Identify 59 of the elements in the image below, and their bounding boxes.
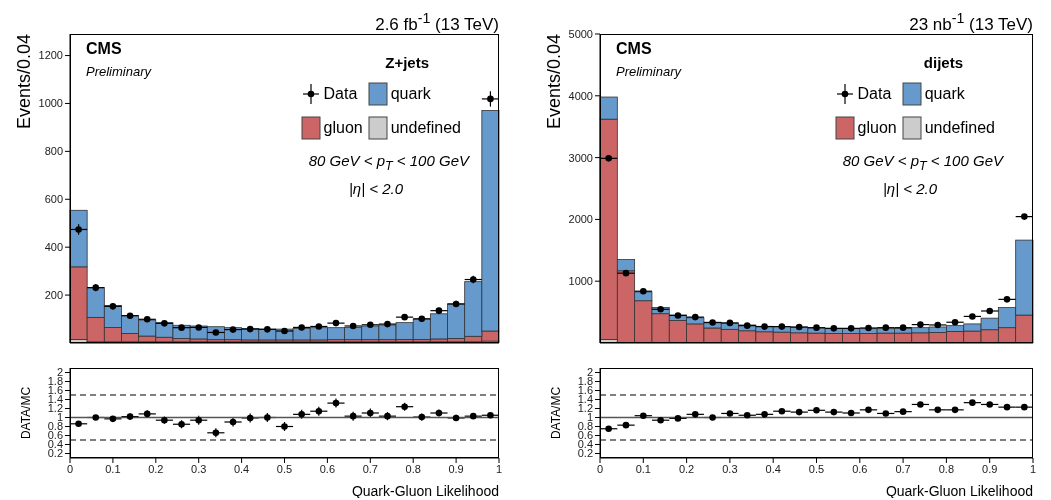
x-tick-label: 0.2 [148, 462, 164, 475]
legend-label: undefined [924, 119, 995, 137]
y-axis-title: Events/0.04 [544, 34, 564, 130]
y-axis-title: Events/0.04 [14, 34, 34, 130]
x-tick-label: 0.4 [233, 462, 250, 475]
legend-label: gluon [857, 119, 897, 137]
y-tick-label: 200 [44, 289, 63, 301]
legend-label: quark [924, 85, 965, 103]
x-tick-label: 0.5 [276, 462, 293, 475]
x-tick-label: 0.6 [319, 462, 336, 475]
legend-label: quark [390, 85, 431, 103]
y-tick-label: 1000 [568, 275, 593, 288]
x-tick-label: 0.7 [895, 462, 911, 475]
x-axis-title: Quark-Gluon Likelihood [351, 483, 499, 499]
x-tick-label: 0.3 [722, 462, 738, 475]
y-tick-label: 400 [44, 241, 63, 254]
x-tick-label: 0.1 [635, 462, 651, 475]
annotation: |η| < 2.0 [348, 180, 403, 197]
x-tick-label: 0.8 [938, 462, 955, 475]
y-tick-label: 4000 [568, 89, 593, 102]
y-axis-title: DATA/MC [549, 386, 563, 440]
legend-label: undefined [390, 119, 461, 137]
x-tick-label: 0.5 [808, 462, 825, 475]
x-tick-label: 0.6 [852, 462, 868, 475]
x-axis-title: Quark-Gluon Likelihood [885, 483, 1033, 499]
legend-label: Data [857, 85, 892, 103]
x-tick-label: 0.9 [448, 462, 464, 475]
x-tick-label: 0.3 [191, 462, 207, 475]
x-tick-label: 0 [596, 462, 604, 475]
y-tick-label: 5000 [568, 27, 593, 40]
annotation: Z+jets [385, 54, 429, 71]
x-tick-label: 0.2 [678, 462, 695, 475]
legend-label: Data [323, 85, 358, 103]
y-tick-label: 3000 [568, 151, 593, 164]
y-tick-label: 2000 [568, 213, 593, 226]
annotation: dijets [923, 54, 963, 71]
chart-title: 2.6 fb$^{-1}$ (13 TeV) [375, 10, 499, 35]
annotation: Preliminary [86, 64, 152, 79]
legend-label: gluon [323, 119, 363, 137]
y-axis-title: DATA/MC [19, 386, 33, 440]
annotation: |η| < 2.0 [882, 180, 937, 197]
annotation: CMS [86, 40, 122, 58]
y-tick-label: 1000 [38, 97, 63, 110]
x-tick-label: 1 [1029, 462, 1037, 475]
annotation: CMS [616, 40, 652, 58]
annotation: 80 GeV < p$_{T}$ < 100 GeV [308, 152, 469, 173]
x-tick-label: 0.7 [362, 462, 378, 475]
y-tick-label: 800 [44, 145, 63, 158]
x-tick-label: 0.1 [105, 462, 121, 475]
y-tick-label: 600 [44, 193, 63, 206]
x-tick-label: 0.8 [405, 462, 421, 475]
annotation: 80 GeV < p$_{T}$ < 100 GeV [842, 152, 1003, 173]
chart-title: 23 nb$^{-1}$ (13 TeV) [909, 10, 1033, 35]
x-tick-label: 0.4 [765, 462, 781, 475]
x-tick-label: 0.9 [982, 462, 998, 475]
x-tick-label: 0 [66, 462, 74, 475]
x-tick-label: 1 [495, 462, 503, 475]
y-tick-label: 1200 [38, 49, 63, 62]
annotation: Preliminary [616, 64, 682, 79]
